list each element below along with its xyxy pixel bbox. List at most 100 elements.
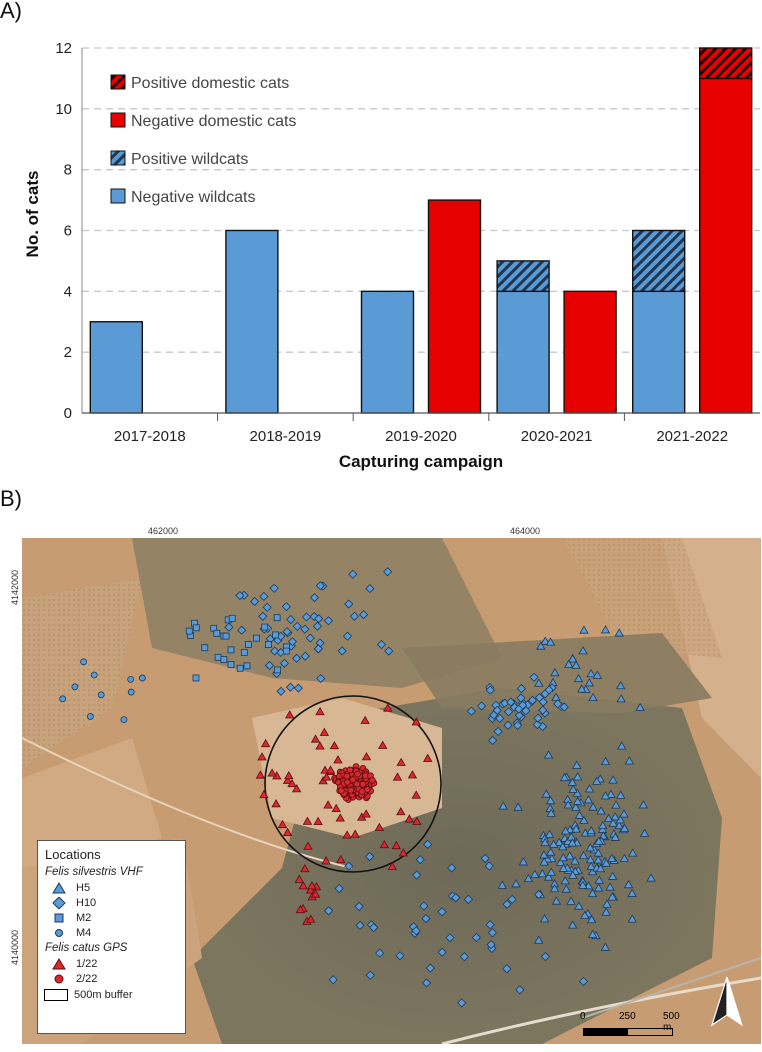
wildcat-location-marker <box>544 829 555 838</box>
wildcat-location-marker <box>59 695 67 703</box>
domestic-cat-location-marker <box>407 770 418 779</box>
wildcat-location-marker <box>546 867 556 876</box>
wildcat-location-marker <box>516 684 526 694</box>
wildcat-location-marker <box>309 593 320 603</box>
y-coordinate-label: 4140000 <box>10 929 20 965</box>
wildcat-location-marker <box>274 666 281 674</box>
wildcat-location-marker <box>600 756 611 766</box>
wildcat-location-marker <box>515 985 525 995</box>
wildcat-location-marker <box>530 869 540 878</box>
wildcat-location-marker <box>285 682 295 692</box>
wildcat-location-marker <box>227 646 235 654</box>
wildcat-location-marker <box>502 964 512 974</box>
wildcat-location-marker <box>240 648 248 656</box>
satellite-map <box>22 538 761 1044</box>
wildcat-location-marker <box>514 704 524 714</box>
domestic-cat-location-marker <box>374 822 385 831</box>
wildcat-location-marker <box>279 658 290 668</box>
buffer-swatch <box>44 989 68 1001</box>
domestic-cat-location-marker <box>300 863 310 873</box>
y-tick-label: 0 <box>64 405 72 422</box>
wildcat-location-marker <box>516 693 526 703</box>
legend-item-1-22: 1/22 <box>52 956 185 971</box>
wildcat-location-marker <box>300 651 310 661</box>
domestic-cat-location-marker <box>271 798 281 808</box>
wildcat-location-marker <box>616 790 626 799</box>
domestic-cat-location-marker <box>329 740 340 750</box>
domestic-cat-location-marker <box>368 776 376 784</box>
y-axis-label: No. of cats <box>23 171 42 258</box>
domestic-cat-location-marker <box>343 778 351 786</box>
square-marker-icon <box>54 913 64 922</box>
wildcat-location-marker <box>192 674 200 682</box>
x-axis-label: Capturing campaign <box>339 452 503 471</box>
wildcat-location-marker <box>586 861 596 870</box>
legend-item-label: 1/22 <box>76 957 98 970</box>
wildcat-location-marker <box>545 795 556 805</box>
wildcat-location-marker <box>555 857 566 867</box>
domestic-cat-location-marker <box>347 786 355 794</box>
legend-group-felis-silvestris: Felis silvestris VHF <box>45 866 143 878</box>
wildcat-location-marker <box>222 632 230 640</box>
wildcat-location-marker <box>539 857 549 866</box>
wildcat-location-marker <box>561 884 571 893</box>
wildcat-location-marker <box>548 839 559 848</box>
wildcat-location-marker <box>567 777 578 786</box>
domestic-cat-location-marker <box>350 829 360 838</box>
wildcat-location-marker <box>502 899 512 909</box>
wildcat-location-marker <box>578 976 589 986</box>
wildcat-location-marker <box>545 637 556 646</box>
wildcat-location-marker <box>484 861 494 871</box>
wildcat-location-marker <box>395 951 405 961</box>
legend-item-m2: M2 <box>52 910 185 925</box>
triangle-marker-icon <box>52 881 66 893</box>
legend-swatch <box>110 188 126 204</box>
wildcat-location-marker <box>573 673 584 683</box>
wildcat-location-marker <box>539 914 550 923</box>
wildcat-location-marker <box>607 853 617 862</box>
wildcat-location-marker <box>560 876 570 885</box>
wildcat-location-marker <box>537 868 548 878</box>
wildcat-location-marker <box>571 660 581 669</box>
wildcat-location-marker <box>614 628 624 637</box>
wildcat-location-marker <box>273 614 281 622</box>
x-tick-label: 2018-2019 <box>250 428 322 445</box>
domestic-cat-location-marker <box>387 861 398 870</box>
wildcat-location-marker <box>572 796 583 805</box>
domestic-cat-location-marker <box>404 814 415 823</box>
wildcat-location-marker <box>592 670 603 679</box>
legend-item-label: H10 <box>76 896 97 909</box>
domestic-cat-location-marker <box>282 827 293 837</box>
wildcat-location-marker <box>588 802 598 811</box>
wildcat-location-marker <box>507 894 517 904</box>
domestic-cat-location-marker <box>343 772 351 780</box>
wildcat-location-marker <box>224 622 234 632</box>
domestic-cat-location-marker <box>391 840 402 850</box>
wildcat-location-marker <box>485 685 495 695</box>
wildcat-location-marker <box>365 584 375 594</box>
wildcat-location-marker <box>627 914 637 923</box>
wildcat-location-marker <box>540 951 550 962</box>
wildcat-location-marker <box>585 843 595 852</box>
wildcat-location-marker <box>344 599 354 609</box>
wildcat-location-marker <box>563 800 573 809</box>
domestic-cat-location-marker <box>398 848 409 857</box>
wildcat-location-marker <box>276 686 286 696</box>
north-arrow-icon <box>710 976 743 1027</box>
domestic-cat-location-marker <box>257 752 267 761</box>
legend-swatch <box>110 74 126 90</box>
wildcat-location-marker <box>493 726 503 737</box>
wildcat-location-marker <box>337 646 347 656</box>
domestic-cat-location-marker <box>255 770 266 779</box>
wildcat-location-marker <box>300 624 310 634</box>
wildcat-location-marker <box>601 858 611 867</box>
wildcat-location-marker <box>236 664 244 672</box>
domestic-cat-location-marker <box>336 854 346 864</box>
bar-negative-wildcats <box>360 290 415 414</box>
wildcat-location-marker <box>601 907 611 916</box>
wildcat-location-marker <box>258 611 268 621</box>
domestic-cat-location-marker <box>302 816 313 825</box>
wildcat-location-marker <box>264 660 275 671</box>
domestic-cat-location-marker <box>298 881 308 890</box>
wildcat-location-marker <box>588 692 598 702</box>
